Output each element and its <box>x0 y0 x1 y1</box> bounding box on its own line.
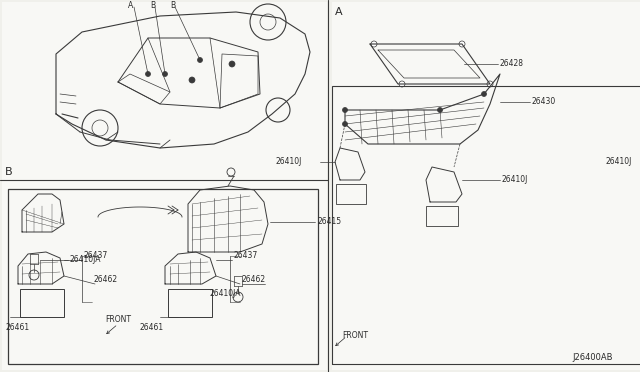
Text: B: B <box>150 0 155 10</box>
Bar <box>168 289 212 317</box>
Circle shape <box>145 71 150 77</box>
Bar <box>2 2 327 370</box>
Text: 26462: 26462 <box>242 275 266 283</box>
Text: A: A <box>335 7 342 17</box>
Circle shape <box>163 71 168 77</box>
Circle shape <box>189 77 195 83</box>
Text: J26400AB: J26400AB <box>572 353 612 362</box>
Text: 26461: 26461 <box>140 324 164 333</box>
Text: 26410J: 26410J <box>605 157 632 167</box>
Circle shape <box>438 108 442 112</box>
Text: 26430: 26430 <box>532 97 556 106</box>
Text: 26437: 26437 <box>234 251 259 260</box>
Text: 26410J: 26410J <box>276 157 302 167</box>
Text: B: B <box>5 167 13 177</box>
Bar <box>8 189 318 364</box>
Bar <box>336 184 366 204</box>
Text: 26410JA: 26410JA <box>210 289 241 298</box>
Text: B: B <box>170 0 175 10</box>
Text: FRONT: FRONT <box>105 315 131 324</box>
Text: FRONT: FRONT <box>342 331 368 340</box>
Circle shape <box>342 122 348 126</box>
Text: 26410JA: 26410JA <box>70 256 102 264</box>
Circle shape <box>487 81 493 87</box>
Circle shape <box>198 58 202 62</box>
Bar <box>20 289 64 317</box>
Circle shape <box>399 81 405 87</box>
Circle shape <box>481 92 486 96</box>
Text: 26462: 26462 <box>94 275 118 283</box>
Text: A: A <box>128 0 133 10</box>
Bar <box>332 2 640 370</box>
Circle shape <box>229 61 235 67</box>
Bar <box>426 206 458 226</box>
Text: 26461: 26461 <box>5 324 29 333</box>
Circle shape <box>371 41 377 47</box>
Bar <box>332 86 640 364</box>
Text: 26415: 26415 <box>317 218 341 227</box>
Circle shape <box>342 108 348 112</box>
Text: 26437: 26437 <box>84 251 108 260</box>
Text: 26410J: 26410J <box>502 176 529 185</box>
Circle shape <box>459 41 465 47</box>
Text: 26428: 26428 <box>500 60 524 68</box>
